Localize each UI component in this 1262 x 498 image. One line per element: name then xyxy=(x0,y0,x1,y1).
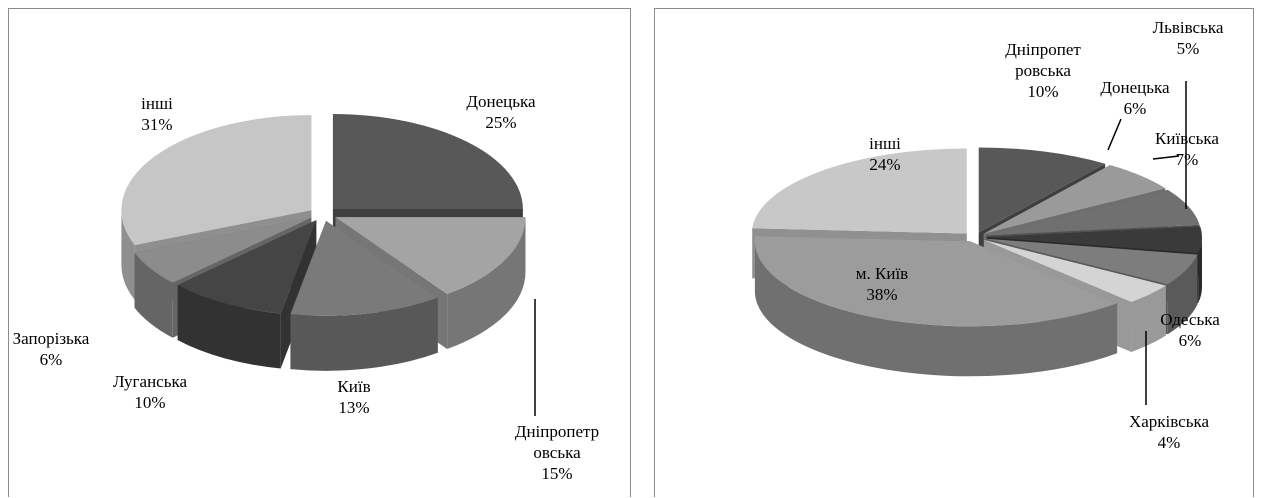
pie-chart-left: Донецька 25% Дніпропетр овська 15% Київ 13% Луг… xyxy=(13,92,599,483)
pie-chart-right: Дніпропет ровська 10% Донецька 6% Київська 7% Л… xyxy=(752,18,1224,452)
leader-line-донецька xyxy=(1107,118,1122,151)
slice-label-донецька: Донецька 6% xyxy=(1100,78,1170,118)
slice-label-інші: інші 31% xyxy=(141,94,173,134)
slice-label-львівська: Львівська 5% xyxy=(1153,18,1224,58)
leader-line-київська xyxy=(1152,155,1180,160)
slice-label-дніпропетровська: Дніпропетр овська 15% xyxy=(515,422,599,483)
slice-label-київ: Київ 13% xyxy=(337,377,370,417)
pie-slice-київ xyxy=(290,220,438,371)
slice-label-луганська: Луганська 10% xyxy=(113,372,188,412)
slice-label-одеська: Одеська 6% xyxy=(1160,310,1220,350)
chart-panel-right: Дніпропет ровська 10% Донецька 6% Київська 7% Л… xyxy=(654,8,1254,497)
slice-label-харківська: Харківська 4% xyxy=(1129,412,1210,452)
pie-slice-м-київ xyxy=(754,235,1118,377)
slice-label-м-київ: м. Київ 38% xyxy=(856,264,908,304)
slice-label-дніпропетровська: Дніпропет ровська 10% xyxy=(1005,40,1081,101)
slice-label-інші: інші 24% xyxy=(869,134,901,174)
slice-label-запорізька: Запорізька 6% xyxy=(13,329,90,369)
slice-label-донецька: Донецька 25% xyxy=(466,92,536,132)
chart-panel-left: Донецька 25% Дніпропетр овська 15% Київ 13% Луг… xyxy=(8,8,631,497)
slice-label-київська: Київська 7% xyxy=(1155,129,1219,169)
